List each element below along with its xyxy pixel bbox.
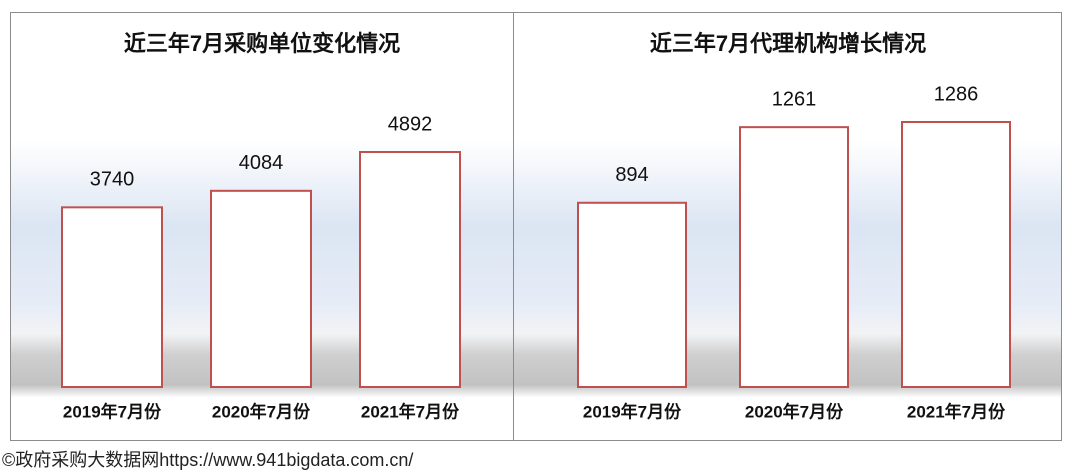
bar xyxy=(577,201,687,388)
value-label: 1261 xyxy=(772,88,817,110)
chart-title: 近三年7月采购单位变化情况 xyxy=(124,31,400,56)
bar xyxy=(359,151,461,388)
bar xyxy=(739,126,849,388)
value-label: 4892 xyxy=(388,113,433,135)
x-tick-label: 2020年7月份 xyxy=(212,401,311,421)
x-tick-label: 2021年7月份 xyxy=(361,401,460,421)
value-label: 1286 xyxy=(934,83,979,105)
bar xyxy=(210,189,312,388)
x-tick-label: 2019年7月份 xyxy=(583,401,682,421)
bar xyxy=(901,121,1011,388)
footer: ©政府采购大数据网https://www.941bigdata.com.cn/ xyxy=(2,450,413,470)
value-label: 3740 xyxy=(90,169,135,191)
x-tick-label: 2019年7月份 xyxy=(63,401,162,421)
bar xyxy=(61,206,163,388)
chart-title: 近三年7月代理机构增长情况 xyxy=(650,31,926,56)
value-label: 4084 xyxy=(239,152,284,174)
x-tick-label: 2021年7月份 xyxy=(907,401,1006,421)
value-label: 894 xyxy=(615,164,648,186)
x-tick-label: 2020年7月份 xyxy=(745,401,844,421)
